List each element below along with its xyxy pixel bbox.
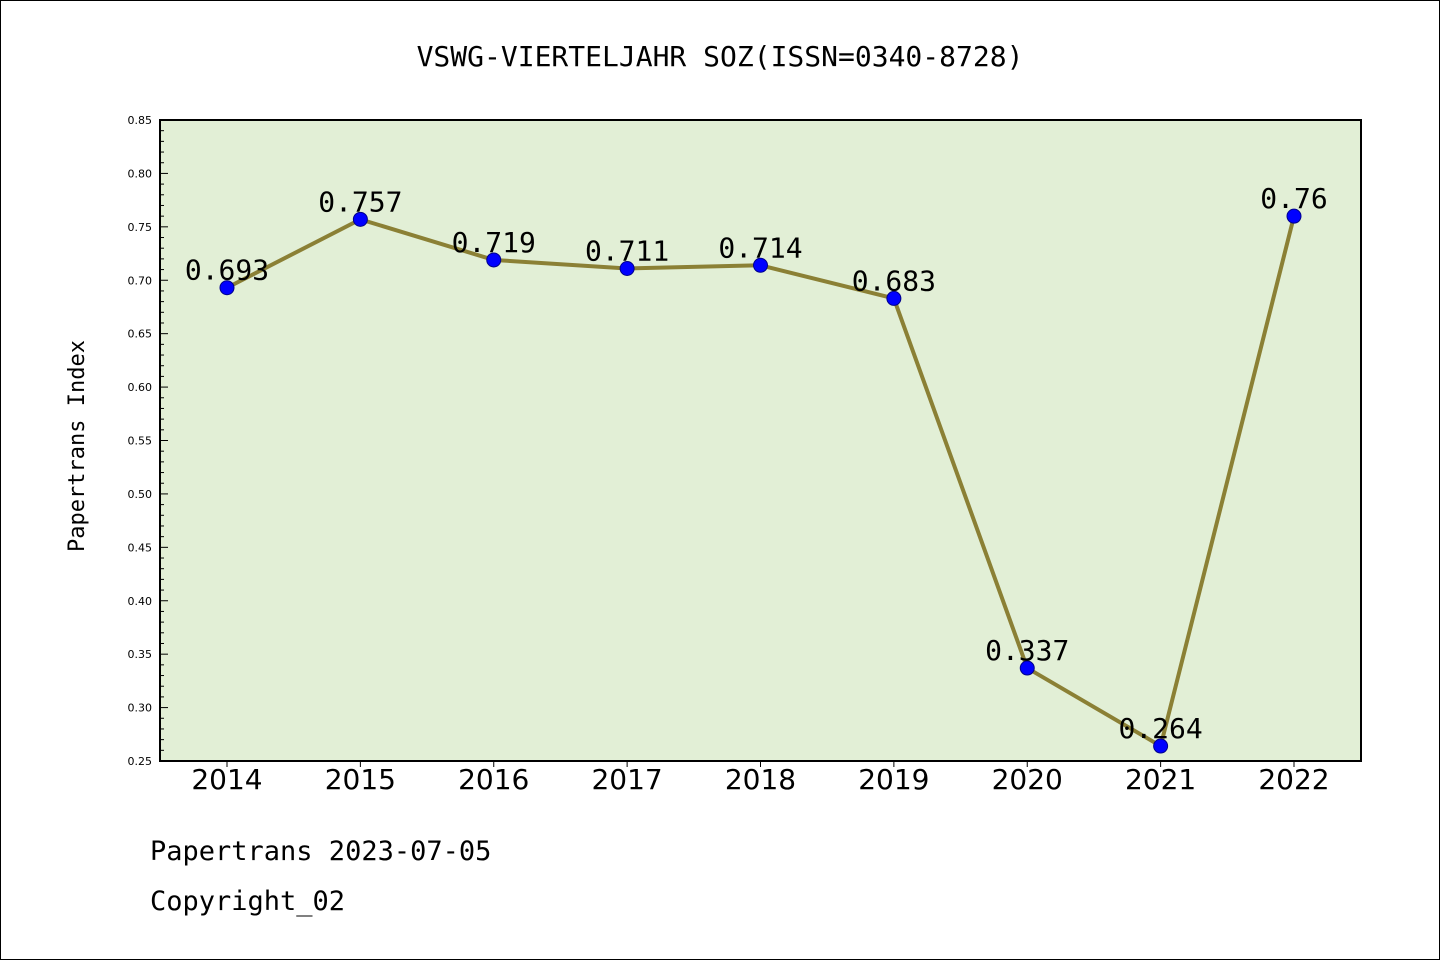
- y-tick-label: 0.85: [128, 114, 153, 127]
- series-group: 0.693 0.757 0.719 0.711 0.714 0.683 0.337 0.264…: [185, 182, 1328, 754]
- y-tick-label: 0.30: [128, 702, 153, 715]
- x-tick-label: 2016: [458, 763, 529, 796]
- x-tick-label: 2017: [591, 763, 662, 796]
- x-tick-label: 2018: [725, 763, 796, 796]
- y-tick-label: 0.35: [128, 648, 153, 661]
- chart-title: VSWG-VIERTELJAHR SOZ(ISSN=0340-8728): [417, 40, 1024, 73]
- data-point: [219, 280, 235, 296]
- data-label: 0.719: [452, 226, 536, 259]
- footer-copyright: Copyright_02: [150, 886, 346, 917]
- y-tick-label: 0.50: [128, 488, 153, 501]
- data-point: [1153, 738, 1169, 754]
- x-tick-label: 2015: [325, 763, 396, 796]
- footer-date: Papertrans 2023-07-05: [150, 836, 492, 867]
- data-point: [352, 211, 368, 227]
- x-tick-label: 2021: [1125, 763, 1196, 796]
- data-label: 0.264: [1118, 712, 1202, 745]
- y-tick-label: 0.80: [128, 167, 153, 180]
- y-tick-label: 0.60: [128, 381, 153, 394]
- y-tick-label: 0.45: [128, 541, 153, 554]
- data-point: [1286, 208, 1302, 224]
- y-axis: 0.25 0.30 0.35 0.40 0.45 0.50 0.55 0.60 0.65 0.70…: [128, 114, 168, 768]
- data-point: [886, 290, 902, 306]
- y-tick-label: 0.40: [128, 595, 153, 608]
- plot-border: [159, 119, 1362, 762]
- y-tick-label: 0.65: [128, 328, 153, 341]
- x-axis: 2014 2015 2016 2017 2018 2019 2020 2021 2022: [191, 761, 1330, 796]
- y-axis-label: Papertrans Index: [65, 340, 90, 552]
- data-label: 0.757: [318, 185, 402, 218]
- x-tick-label: 2020: [992, 763, 1063, 796]
- y-tick-label: 0.75: [128, 221, 153, 234]
- data-label: 0.714: [718, 231, 802, 264]
- data-point: [753, 257, 768, 273]
- y-tick-label: 0.70: [128, 274, 153, 287]
- data-label: 0.76: [1260, 182, 1327, 215]
- x-tick-label: 2014: [191, 763, 262, 796]
- data-label: 0.711: [585, 234, 669, 267]
- data-label: 0.693: [185, 254, 269, 287]
- y-tick-label: 0.55: [128, 435, 153, 448]
- x-tick-label: 2022: [1258, 763, 1329, 796]
- data-label: 0.337: [985, 634, 1069, 667]
- x-tick-label: 2019: [858, 763, 929, 796]
- data-point: [486, 252, 502, 268]
- data-label: 0.683: [852, 264, 936, 297]
- data-point: [1019, 660, 1035, 676]
- y-tick-label: 0.25: [128, 755, 153, 768]
- data-point: [619, 260, 635, 276]
